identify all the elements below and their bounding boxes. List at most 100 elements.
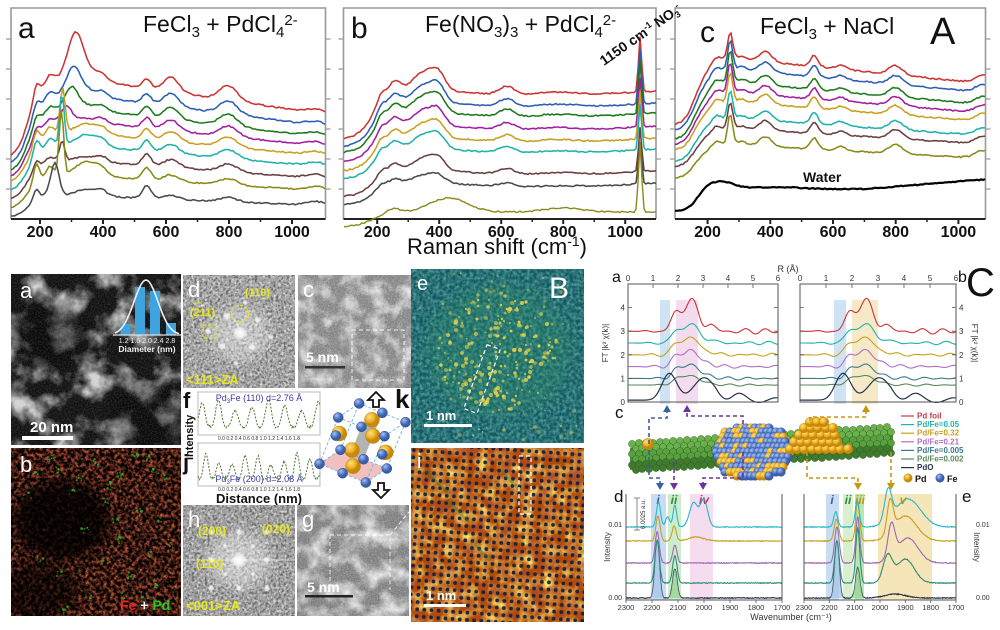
svg-text:1.2 1.6 2.0 2.4 2.8: 1.2 1.6 2.0 2.4 2.8: [119, 338, 176, 345]
svg-text:0.0025 a.u.: 0.0025 a.u.: [641, 499, 647, 529]
svg-text:2100: 2100: [846, 603, 863, 612]
svg-text:1: 1: [959, 374, 964, 383]
svg-text:<001>ZA: <001>ZA: [186, 598, 241, 613]
svg-text:600: 600: [820, 224, 847, 241]
svg-text:600: 600: [488, 224, 515, 241]
svg-text:e: e: [962, 487, 971, 506]
svg-text:FT |k² χ(k)|: FT |k² χ(k)|: [970, 324, 979, 362]
svg-text:0.00: 0.00: [976, 595, 990, 602]
svg-text:1: 1: [621, 374, 626, 383]
svg-text:ii: ii: [845, 493, 852, 507]
svg-text:Pd/Fe=0.32: Pd/Fe=0.32: [917, 429, 960, 438]
svg-text:1000: 1000: [607, 224, 643, 241]
svg-text:(211): (211): [190, 307, 215, 319]
svg-text:ii: ii: [671, 493, 678, 507]
svg-text:d: d: [188, 277, 200, 302]
svg-text:20 nm: 20 nm: [30, 419, 73, 436]
svg-text:c: c: [303, 277, 314, 302]
svg-text:2000: 2000: [872, 603, 889, 612]
svg-text:R (Å): R (Å): [778, 264, 799, 274]
svg-text:Fe + Pd: Fe + Pd: [120, 597, 170, 613]
svg-text:800: 800: [882, 224, 909, 241]
svg-text:2: 2: [621, 351, 626, 360]
svg-text:5: 5: [928, 274, 933, 283]
svg-text:4: 4: [959, 304, 964, 313]
svg-text:1 nm: 1 nm: [426, 588, 456, 603]
svg-text:5 nm: 5 nm: [307, 579, 340, 595]
svg-text:1900: 1900: [897, 603, 914, 612]
svg-text:0: 0: [959, 398, 964, 407]
svg-text:0.01: 0.01: [608, 522, 622, 529]
svg-text:1 nm: 1 nm: [426, 408, 456, 423]
svg-text:Intensity: Intensity: [972, 532, 981, 562]
svg-text:2300: 2300: [618, 603, 635, 612]
svg-text:Intensity: Intensity: [603, 532, 612, 562]
svg-text:5: 5: [751, 274, 756, 283]
svg-text:0.0 0.2 0.4 0.6 0.8 1.0: 0.0 0.2 0.4 0.6 0.8 1.0 1.2 1.4 1.6 1.8: [218, 487, 300, 493]
svg-text:FeCl3 + NaCl: FeCl3 + NaCl: [760, 13, 894, 43]
svg-text:1000: 1000: [274, 224, 310, 241]
svg-text:<111>ZA: <111>ZA: [186, 372, 239, 387]
svg-text:c: c: [700, 16, 715, 49]
svg-text:iii: iii: [855, 493, 866, 507]
svg-text:2000: 2000: [696, 603, 713, 612]
svg-text:Pd3Fe (200) d=2.08 Å: Pd3Fe (200) d=2.08 Å: [215, 474, 302, 486]
svg-text:600: 600: [153, 224, 180, 241]
svg-text:Fe: Fe: [947, 474, 958, 484]
svg-text:Distance (nm): Distance (nm): [216, 491, 302, 506]
svg-text:200: 200: [694, 224, 721, 241]
svg-text:5 nm: 5 nm: [306, 349, 339, 365]
svg-text:3: 3: [959, 327, 964, 336]
svg-text:3: 3: [621, 327, 626, 336]
svg-text:0.01: 0.01: [976, 522, 990, 529]
svg-text:c: c: [615, 403, 624, 422]
svg-text:a: a: [20, 278, 33, 303]
svg-text:400: 400: [90, 224, 117, 241]
svg-text:d: d: [614, 487, 623, 506]
svg-text:h: h: [188, 507, 200, 532]
svg-text:b: b: [20, 452, 32, 477]
svg-text:1000: 1000: [941, 224, 977, 241]
svg-text:i: i: [417, 451, 421, 473]
svg-text:4: 4: [726, 274, 731, 283]
svg-text:3: 3: [876, 274, 881, 283]
svg-text:0: 0: [621, 398, 626, 407]
svg-text:1900: 1900: [722, 603, 739, 612]
svg-text:6: 6: [776, 274, 781, 283]
svg-text:1: 1: [824, 274, 829, 283]
svg-text:a: a: [18, 12, 35, 45]
svg-text:Wavenumber (cm⁻¹): Wavenumber (cm⁻¹): [750, 612, 831, 622]
svg-text:FeCl3 + PdCl42-: FeCl3 + PdCl42-: [143, 11, 298, 41]
svg-text:0.00: 0.00: [608, 595, 622, 602]
svg-text:2: 2: [850, 274, 855, 283]
svg-text:4: 4: [902, 274, 907, 283]
svg-text:B: B: [549, 272, 569, 305]
svg-text:A: A: [930, 11, 956, 53]
svg-text:3: 3: [701, 274, 706, 283]
svg-text:200: 200: [27, 224, 54, 241]
svg-text:Pd/Fe=0.21: Pd/Fe=0.21: [917, 437, 960, 446]
svg-text:C: C: [966, 261, 995, 305]
svg-text:1800: 1800: [748, 603, 765, 612]
svg-text:Intensity: Intensity: [184, 414, 196, 460]
svg-text:FT |k² χ(k)|: FT |k² χ(k)|: [601, 324, 610, 362]
svg-text:Raman shift (cm-1): Raman shift (cm-1): [407, 233, 587, 259]
svg-text:i: i: [830, 493, 834, 507]
svg-text:800: 800: [216, 224, 243, 241]
svg-text:0.0 0.2 0.4 0.6 0.8 1.0: 0.0 0.2 0.4 0.6 0.8 1.0 1.2 1.4 1.6 1.8: [218, 436, 300, 442]
svg-text:Pd3Fe (110) d=2.76 Å: Pd3Fe (110) d=2.76 Å: [216, 393, 303, 405]
svg-text:0: 0: [626, 274, 631, 283]
svg-text:2: 2: [959, 351, 964, 360]
svg-text:2300: 2300: [796, 603, 813, 612]
svg-text:2200: 2200: [821, 603, 838, 612]
svg-text:800: 800: [550, 224, 577, 241]
svg-text:(200): (200): [198, 524, 226, 538]
svg-text:Pd/Fe=0.005: Pd/Fe=0.005: [917, 446, 964, 455]
svg-text:200: 200: [364, 224, 391, 241]
svg-text:Pd foil: Pd foil: [917, 412, 941, 421]
svg-text:2100: 2100: [670, 603, 687, 612]
svg-text:0: 0: [798, 274, 803, 283]
svg-text:k: k: [395, 384, 410, 414]
svg-text:j: j: [182, 450, 189, 475]
svg-text:Diameter (nm): Diameter (nm): [118, 344, 175, 354]
